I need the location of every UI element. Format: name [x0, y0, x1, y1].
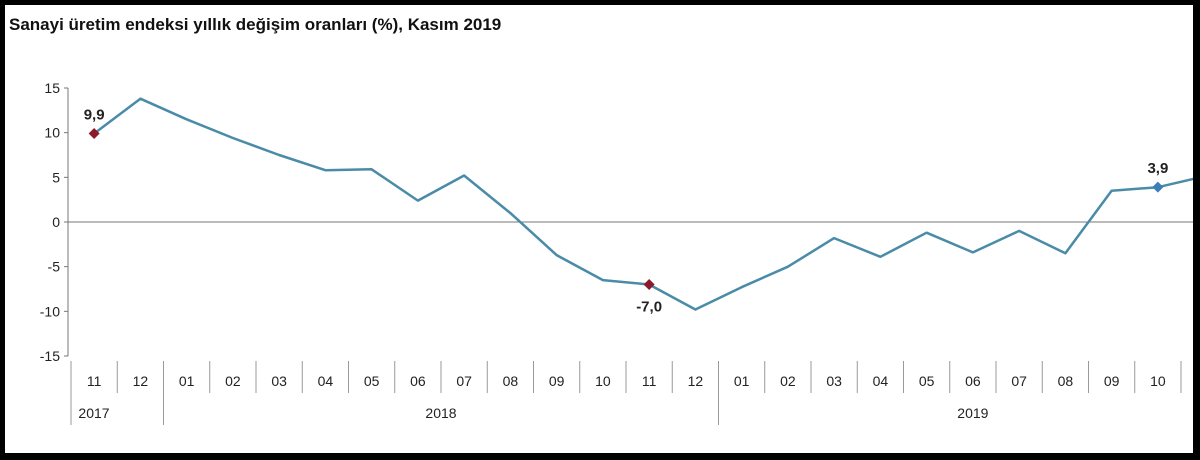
x-tick-label: 05: [919, 373, 935, 389]
x-tick-label: 08: [503, 373, 519, 389]
y-tick-label: -15: [40, 348, 60, 364]
y-tick-label: 0: [52, 214, 60, 230]
x-tick-label: 09: [549, 373, 565, 389]
x-tick-label: 06: [965, 373, 981, 389]
line-chart: 15 10 5 0 -5 -10 -15 11 12 01 02 03 04 05 06 07 08 09 10 11…: [40, 80, 1193, 425]
chart-frame: Sanayi üretim endeksi yıllık değişim ora…: [5, 5, 1193, 453]
y-tick-label: -10: [40, 303, 60, 319]
x-tick-label: 02: [780, 373, 796, 389]
highlight-marker: [88, 128, 100, 140]
x-tick-label: 05: [364, 373, 380, 389]
x-tick-label: 04: [318, 373, 334, 389]
series-line: [93, 97, 1193, 311]
x-tick-label: 04: [873, 373, 889, 389]
y-tick-label: 5: [52, 169, 60, 185]
x-tick-label: 03: [826, 373, 842, 389]
x-tick-label: 10: [595, 373, 611, 389]
x-tick-label: 03: [271, 373, 287, 389]
x-year-label: 2019: [957, 405, 988, 421]
x-tick-label: 11: [642, 373, 657, 389]
x-tick-label: 02: [225, 373, 241, 389]
highlight-marker: [643, 279, 655, 291]
x-tick-label: 07: [456, 373, 472, 389]
x-tick-label: 01: [179, 373, 195, 389]
data-label: 3,9: [1147, 160, 1168, 177]
chart-title: Sanayi üretim endeksi yıllık değişim ora…: [9, 15, 502, 34]
y-tick-label: 10: [44, 125, 60, 141]
x-tick-label: 11: [87, 373, 102, 389]
data-label: 9,9: [84, 107, 105, 124]
y-tick-label: -5: [48, 259, 61, 275]
y-tick-label: 15: [44, 80, 60, 96]
x-tick-label: 08: [1058, 373, 1074, 389]
x-tick-label: 12: [133, 373, 149, 389]
x-tick-label: 06: [410, 373, 426, 389]
x-year-label: 2017: [78, 405, 109, 421]
x-year-label: 2018: [425, 405, 456, 421]
data-label: -7,0: [636, 299, 662, 316]
x-tick-label: 07: [1011, 373, 1027, 389]
x-tick-label: 09: [1104, 373, 1120, 389]
x-tick-label: 12: [688, 373, 704, 389]
x-tick-label: 01: [734, 373, 750, 389]
highlight-marker: [1152, 181, 1164, 193]
x-tick-label: 10: [1150, 373, 1166, 389]
